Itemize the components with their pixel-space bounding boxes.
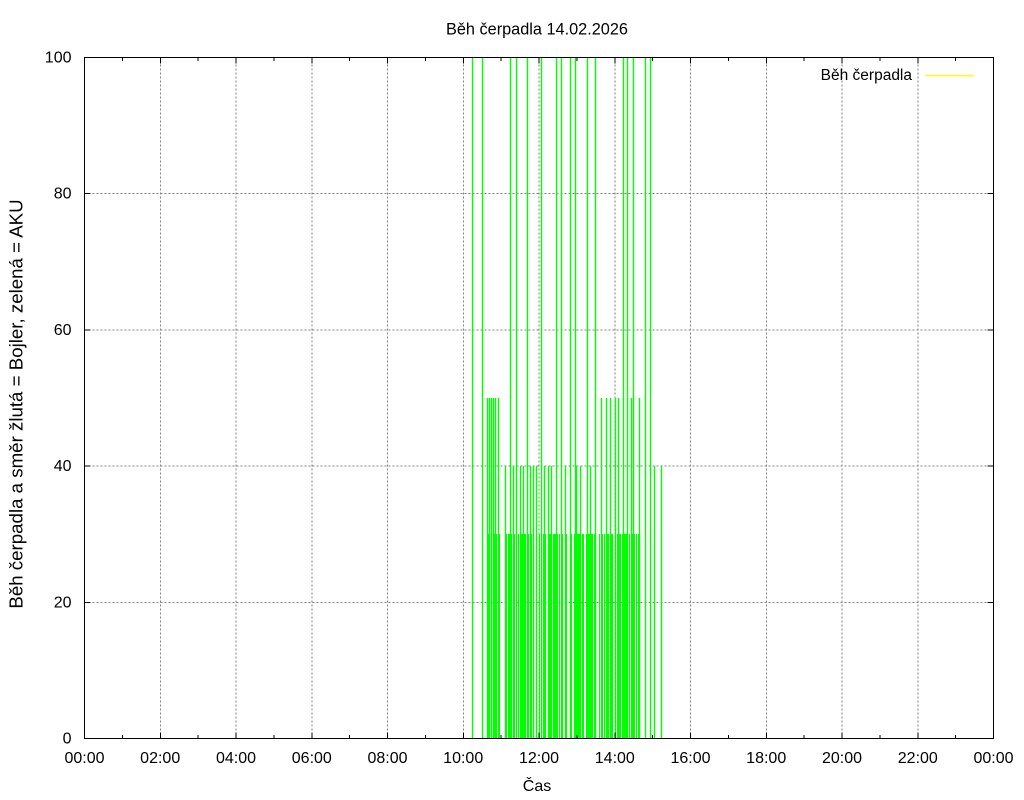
svg-text:20: 20: [54, 594, 72, 611]
svg-text:Běh čerpadla: Běh čerpadla: [821, 67, 913, 84]
svg-text:80: 80: [54, 186, 72, 203]
svg-text:18:00: 18:00: [746, 750, 786, 767]
svg-text:04:00: 04:00: [216, 750, 256, 767]
svg-text:00:00: 00:00: [973, 750, 1013, 767]
svg-text:100: 100: [45, 50, 72, 67]
svg-text:Čas: Čas: [523, 776, 551, 795]
svg-text:0: 0: [63, 731, 72, 748]
svg-text:10:00: 10:00: [443, 750, 483, 767]
svg-text:02:00: 02:00: [140, 750, 180, 767]
svg-text:16:00: 16:00: [670, 750, 710, 767]
svg-text:14:00: 14:00: [595, 750, 635, 767]
svg-text:22:00: 22:00: [898, 750, 938, 767]
svg-text:Běh čerpadla 14.02.2026: Běh čerpadla 14.02.2026: [446, 21, 628, 39]
svg-text:Běh čerpadla a směr žlutá = Bo: Běh čerpadla a směr žlutá = Bojler, zele…: [6, 199, 27, 608]
svg-text:40: 40: [54, 458, 72, 475]
svg-text:00:00: 00:00: [64, 750, 104, 767]
svg-text:12:00: 12:00: [519, 750, 559, 767]
svg-text:60: 60: [54, 322, 72, 339]
svg-text:06:00: 06:00: [292, 750, 332, 767]
svg-text:08:00: 08:00: [367, 750, 407, 767]
svg-text:20:00: 20:00: [822, 750, 862, 767]
